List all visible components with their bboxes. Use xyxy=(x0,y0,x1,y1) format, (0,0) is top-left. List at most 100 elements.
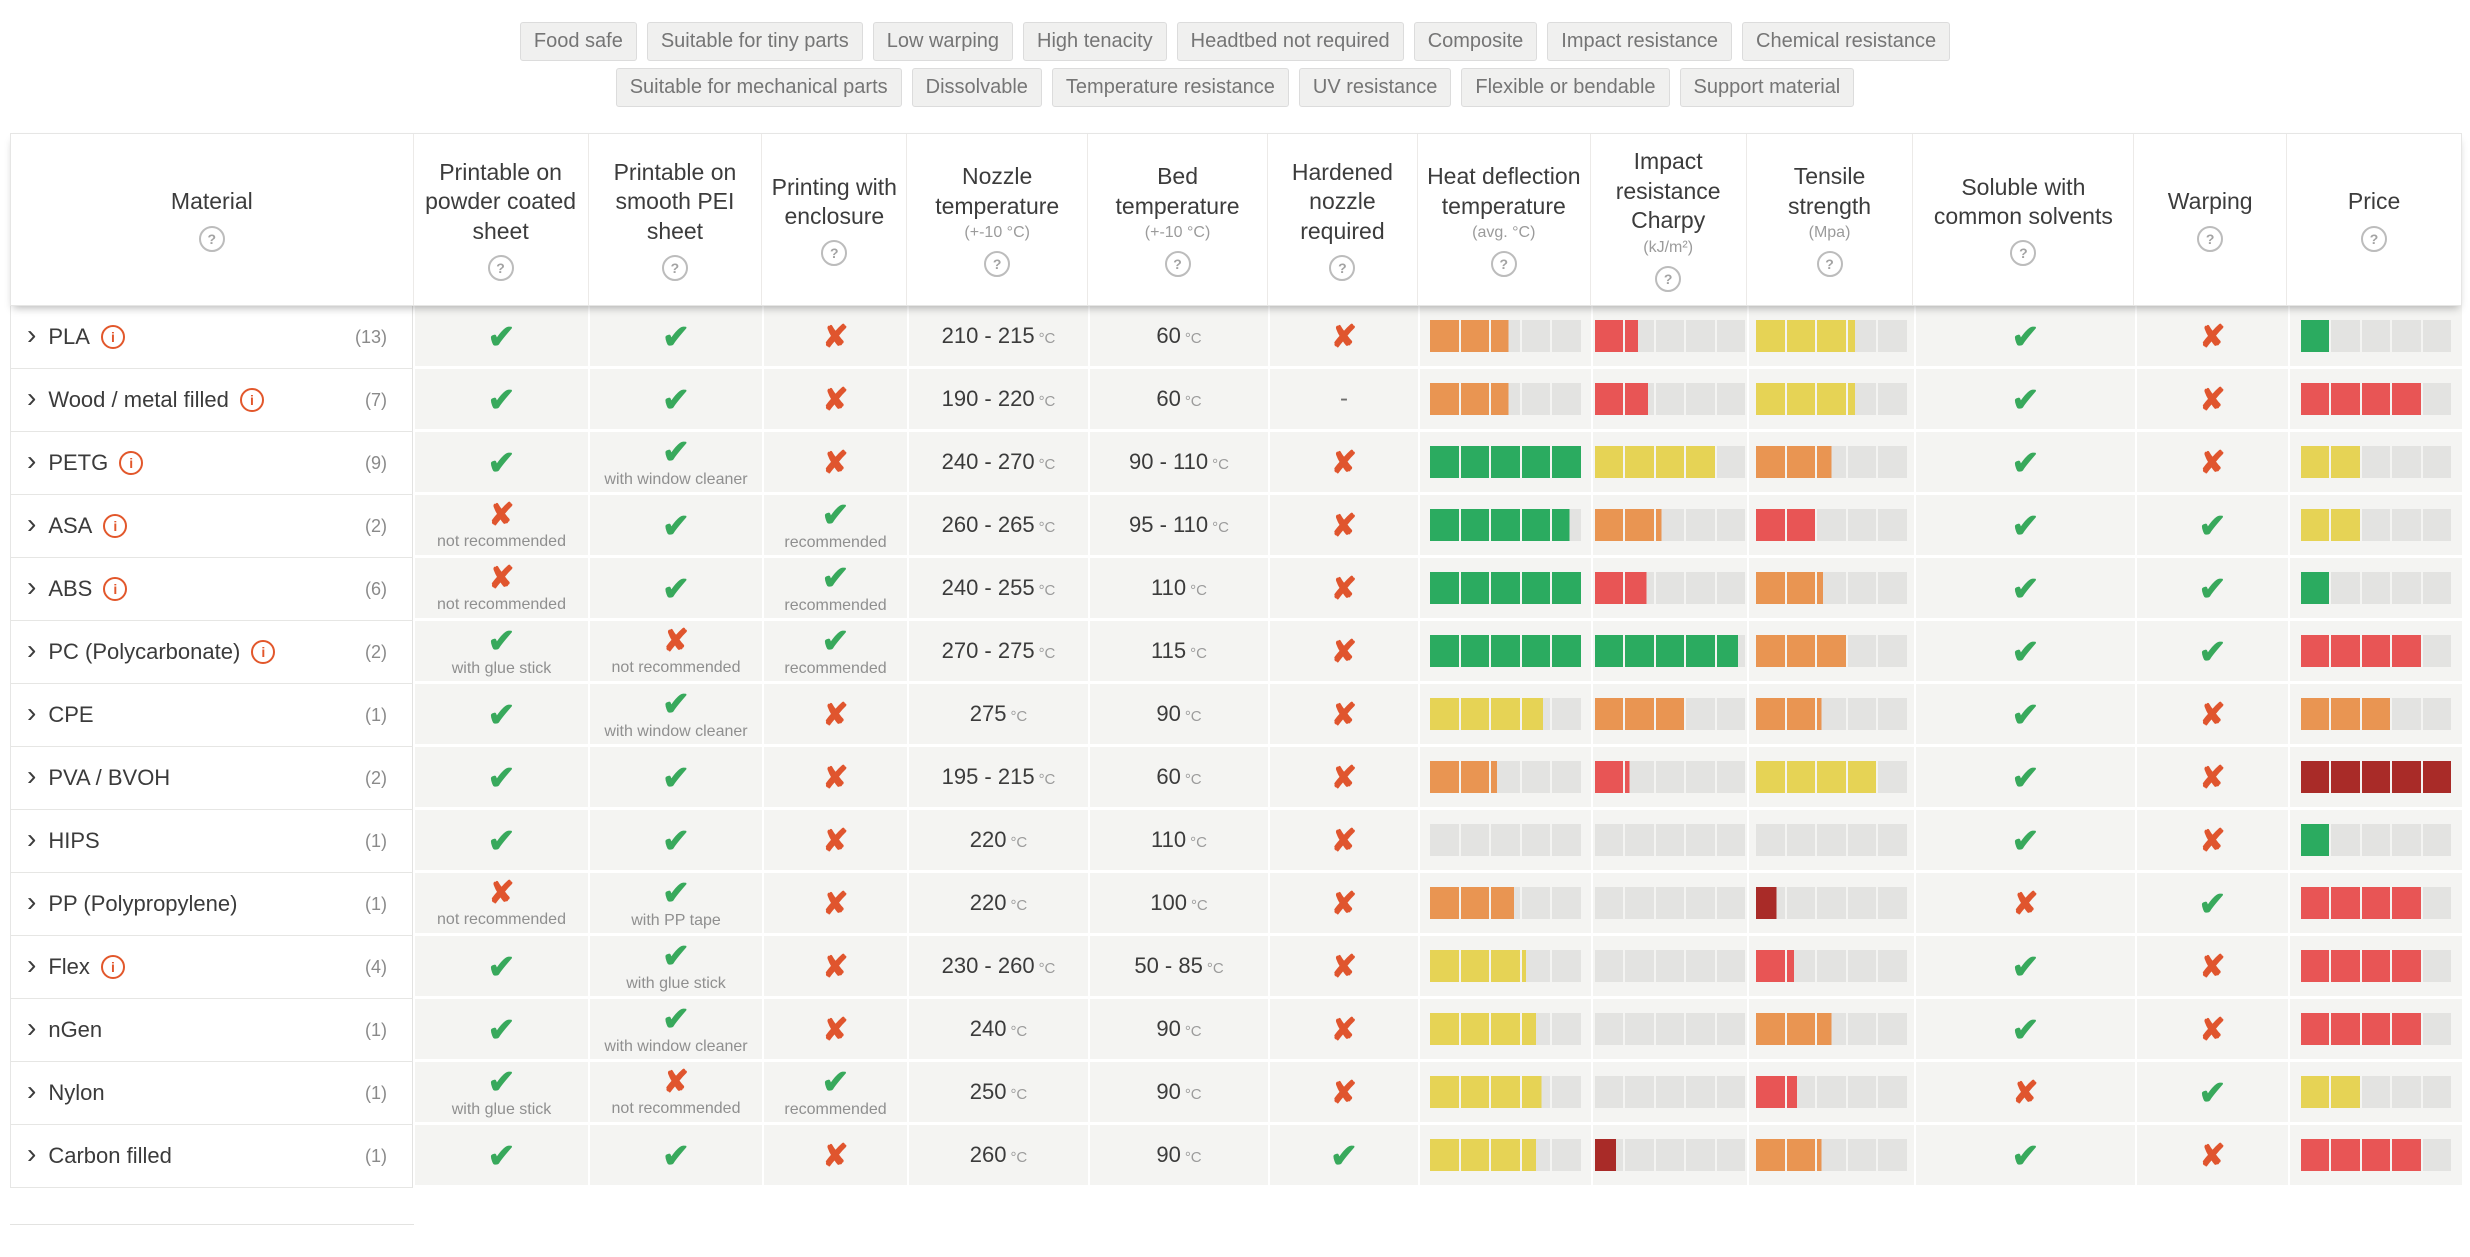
material-cell[interactable]: › PVA / BVOH (2) xyxy=(10,747,413,810)
help-icon[interactable]: ? xyxy=(2361,225,2388,252)
temperature-number: 110 xyxy=(1151,575,1187,600)
rating-bar-segment xyxy=(1686,320,1715,352)
rating-bar-price xyxy=(2300,320,2452,352)
help-icon[interactable]: ? xyxy=(1329,255,1356,282)
material-cell[interactable]: › HIPS (1) xyxy=(10,810,413,873)
material-cell[interactable]: › PLA i (13) xyxy=(10,306,413,369)
filter-tag[interactable]: Chemical resistance xyxy=(1742,22,1951,61)
material-cell[interactable]: › PP (Polypropylene) (1) xyxy=(10,873,413,936)
help-icon[interactable]: ? xyxy=(821,240,848,267)
help-icon[interactable]: ? xyxy=(487,255,514,282)
cell-bed: 90 °C xyxy=(1088,684,1268,747)
material-cell[interactable]: › CPE (1) xyxy=(10,684,413,747)
filter-tag[interactable]: Dissolvable xyxy=(911,68,1042,107)
material-cell[interactable]: › Wood / metal filled i (7) xyxy=(10,369,413,432)
material-cell[interactable]: › ASA i (2) xyxy=(10,495,413,558)
rating-bar-segment xyxy=(2300,1013,2330,1045)
filter-tag[interactable]: Composite xyxy=(1413,22,1538,61)
check-icon: ✔ xyxy=(821,559,850,596)
temperature-number: 100 xyxy=(1150,890,1187,915)
mark-note: recommended xyxy=(784,660,887,677)
info-icon[interactable]: i xyxy=(251,640,276,664)
filter-tag[interactable]: UV resistance xyxy=(1298,68,1452,107)
temperature-unit: °C xyxy=(1010,1086,1028,1103)
material-cell[interactable]: › nGen (1) xyxy=(10,999,413,1062)
rating-bar-segment xyxy=(1655,1139,1685,1171)
filter-tag[interactable]: Suitable for tiny parts xyxy=(646,22,863,61)
rating-bar-heat xyxy=(1430,698,1581,730)
help-icon[interactable]: ? xyxy=(661,255,688,282)
filter-tag[interactable]: Support material xyxy=(1679,68,1855,107)
check-icon: ✔ xyxy=(2198,569,2227,607)
help-icon[interactable]: ? xyxy=(1816,250,1843,277)
rating-bar-tensile xyxy=(1756,824,1907,856)
rating-bar-price xyxy=(2300,950,2452,982)
filter-tag[interactable]: Impact resistance xyxy=(1547,22,1733,61)
help-icon[interactable]: ? xyxy=(2010,240,2037,267)
rating-bar-segment xyxy=(1756,1076,1785,1108)
help-icon[interactable]: ? xyxy=(2197,225,2224,252)
temperature-unit: °C xyxy=(1038,582,1056,599)
cell-nozzle: 240 - 270 °C xyxy=(907,432,1088,495)
cell-price xyxy=(2288,558,2462,621)
check-icon: ✔ xyxy=(2011,758,2040,796)
rating-bar-segment xyxy=(1491,383,1520,415)
material-cell[interactable]: › Flex i (4) xyxy=(10,936,413,999)
material-cell[interactable]: › Carbon filled (1) xyxy=(10,1125,413,1188)
cell-hardened: ✘ xyxy=(1268,999,1418,1062)
filter-tag[interactable]: Food safe xyxy=(519,22,637,61)
rating-bar-segment xyxy=(1878,887,1907,919)
table-row: › Nylon (1) ✔ with glue stick ✘ not recommende… xyxy=(10,1062,2462,1125)
info-icon[interactable]: i xyxy=(239,388,264,412)
cell-tensile xyxy=(1747,432,1914,495)
material-cell[interactable]: › ABS i (6) xyxy=(10,558,413,621)
help-icon[interactable]: ? xyxy=(1655,265,1682,292)
cross-icon: ✘ xyxy=(2199,318,2226,354)
info-icon[interactable]: i xyxy=(103,577,128,601)
material-count: (1) xyxy=(365,1082,387,1103)
cell-powder: ✘ not recommended xyxy=(413,873,588,936)
mark-note: recommended xyxy=(784,597,887,614)
rating-bar-segment xyxy=(1552,698,1581,730)
check-icon: ✔ xyxy=(662,433,690,470)
help-icon[interactable]: ? xyxy=(1164,250,1191,277)
filter-tag[interactable]: Low warping xyxy=(872,22,1014,61)
material-cell[interactable]: › PC (Polycarbonate) i (2) xyxy=(10,621,413,684)
temperature-number: 240 - 255 xyxy=(941,575,1035,600)
rating-bar-impact xyxy=(1594,824,1746,856)
filter-tag[interactable]: Suitable for mechanical parts xyxy=(615,68,902,107)
info-icon[interactable]: i xyxy=(119,451,144,475)
temperature-value: 230 - 260 °C xyxy=(942,953,1056,979)
cell-enclosure: ✔ recommended xyxy=(762,495,907,558)
cell-soluble: ✘ xyxy=(1914,873,2135,936)
material-name: PC (Polycarbonate) xyxy=(48,639,241,664)
rating-bar-heat xyxy=(1430,572,1581,604)
rating-bar-segment xyxy=(1430,446,1459,478)
table-row: › PETG i (9) ✔ ✔ with window cleaner ✘ 240 - 270… xyxy=(10,432,2462,495)
filter-tag[interactable]: Flexible or bendable xyxy=(1461,68,1670,107)
info-icon[interactable]: i xyxy=(100,325,125,349)
temperature-value: 260 °C xyxy=(970,1142,1028,1168)
temperature-value: 60 °C xyxy=(1156,323,1201,349)
rating-bar-segment xyxy=(2422,1076,2452,1108)
info-icon[interactable]: i xyxy=(103,514,128,538)
cell-soluble: ✔ xyxy=(1914,684,2135,747)
info-icon[interactable]: i xyxy=(100,955,125,979)
rating-bar-segment xyxy=(1625,446,1654,478)
filter-tag[interactable]: High tenacity xyxy=(1023,22,1167,61)
material-cell[interactable]: › Nylon (1) xyxy=(10,1062,413,1125)
help-icon[interactable]: ? xyxy=(1490,250,1517,277)
cell-hardened: ✘ xyxy=(1268,432,1418,495)
rating-bar-segment xyxy=(1847,824,1877,856)
temperature-unit: °C xyxy=(1184,330,1202,347)
help-icon[interactable]: ? xyxy=(198,225,225,252)
cell-warping: ✔ xyxy=(2135,558,2288,621)
column-header-unit: (Mpa) xyxy=(1808,223,1851,241)
temperature-unit: °C xyxy=(1212,519,1229,536)
chevron-right-icon: › xyxy=(27,949,37,980)
filter-tag[interactable]: Headtbed not required xyxy=(1176,22,1404,61)
filter-tag[interactable]: Temperature resistance xyxy=(1051,68,1289,107)
rating-bar-segment xyxy=(1521,383,1551,415)
help-icon[interactable]: ? xyxy=(984,250,1011,277)
material-cell[interactable]: › PETG i (9) xyxy=(10,432,413,495)
